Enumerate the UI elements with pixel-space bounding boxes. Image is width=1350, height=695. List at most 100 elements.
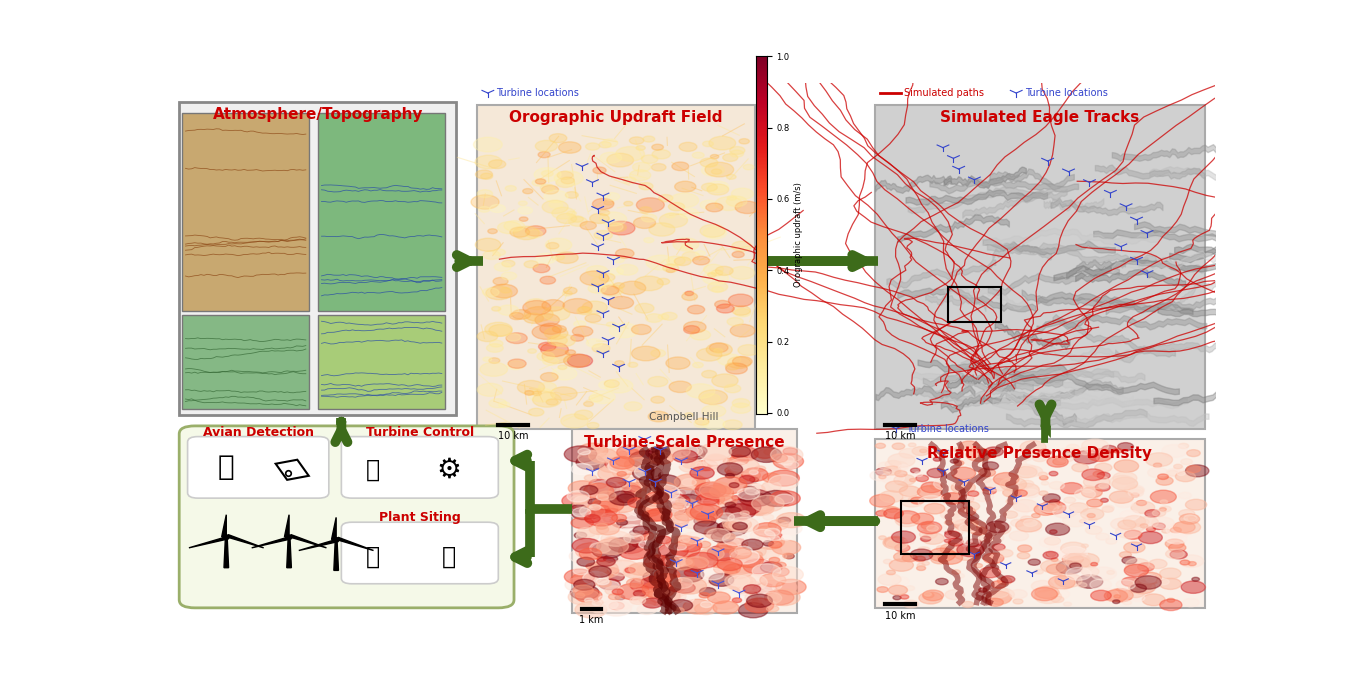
Circle shape <box>1056 561 1083 574</box>
Circle shape <box>699 548 732 565</box>
Circle shape <box>590 391 616 404</box>
Text: 10 km: 10 km <box>884 610 915 621</box>
Circle shape <box>617 494 634 502</box>
Circle shape <box>597 578 609 584</box>
Circle shape <box>1098 472 1110 479</box>
Circle shape <box>725 518 752 531</box>
Circle shape <box>558 171 572 179</box>
Circle shape <box>697 493 720 505</box>
Circle shape <box>1072 553 1099 567</box>
Circle shape <box>572 567 589 575</box>
Circle shape <box>1017 553 1030 559</box>
Circle shape <box>618 490 641 501</box>
Circle shape <box>688 566 697 571</box>
Circle shape <box>563 291 572 296</box>
Circle shape <box>952 467 976 480</box>
Circle shape <box>1126 558 1149 571</box>
Circle shape <box>624 202 633 206</box>
Circle shape <box>1073 507 1083 512</box>
Circle shape <box>1165 549 1184 559</box>
Circle shape <box>918 547 930 553</box>
Circle shape <box>567 354 593 367</box>
Circle shape <box>1058 448 1072 455</box>
Circle shape <box>721 571 738 580</box>
Circle shape <box>756 494 765 499</box>
Circle shape <box>695 251 705 256</box>
Circle shape <box>633 466 663 481</box>
Circle shape <box>605 193 620 200</box>
Circle shape <box>763 514 774 520</box>
Circle shape <box>624 493 641 501</box>
Circle shape <box>1064 553 1091 567</box>
Circle shape <box>535 167 562 181</box>
Circle shape <box>622 556 641 566</box>
FancyBboxPatch shape <box>180 426 514 608</box>
Circle shape <box>483 357 491 361</box>
Circle shape <box>694 500 718 512</box>
Circle shape <box>1188 562 1196 566</box>
Circle shape <box>580 271 609 286</box>
Circle shape <box>784 461 799 468</box>
Circle shape <box>617 264 637 275</box>
Circle shape <box>598 381 614 389</box>
FancyBboxPatch shape <box>571 429 796 613</box>
Circle shape <box>763 473 780 482</box>
Circle shape <box>655 505 678 516</box>
Circle shape <box>536 253 556 263</box>
Circle shape <box>725 543 743 552</box>
Circle shape <box>1061 542 1085 555</box>
Circle shape <box>894 475 915 485</box>
Circle shape <box>332 538 340 541</box>
Circle shape <box>568 589 599 605</box>
Circle shape <box>768 589 801 605</box>
Circle shape <box>960 493 977 502</box>
Circle shape <box>652 163 666 171</box>
Circle shape <box>671 514 687 523</box>
Circle shape <box>945 590 965 600</box>
Circle shape <box>697 578 707 584</box>
Circle shape <box>560 414 589 428</box>
Circle shape <box>585 475 597 481</box>
Circle shape <box>1031 580 1053 592</box>
Circle shape <box>744 584 760 594</box>
Circle shape <box>761 491 792 507</box>
Circle shape <box>691 461 710 471</box>
Circle shape <box>753 583 776 595</box>
Circle shape <box>1069 502 1088 512</box>
Circle shape <box>674 238 699 251</box>
Polygon shape <box>332 517 336 539</box>
Circle shape <box>1122 577 1139 587</box>
Circle shape <box>660 556 680 566</box>
Circle shape <box>958 523 976 532</box>
Circle shape <box>983 553 1004 564</box>
Circle shape <box>895 544 910 552</box>
Circle shape <box>764 528 780 536</box>
Circle shape <box>987 534 1004 542</box>
Circle shape <box>477 331 498 342</box>
Circle shape <box>1129 486 1143 494</box>
Circle shape <box>672 450 698 463</box>
Circle shape <box>591 543 622 558</box>
Circle shape <box>657 575 688 591</box>
Text: Turbine Control: Turbine Control <box>366 426 474 439</box>
Circle shape <box>717 558 742 571</box>
Text: Turbine locations: Turbine locations <box>906 423 990 434</box>
Circle shape <box>601 513 622 524</box>
Circle shape <box>682 559 693 565</box>
FancyBboxPatch shape <box>319 315 446 409</box>
Circle shape <box>1040 491 1048 496</box>
Circle shape <box>593 167 606 174</box>
Circle shape <box>598 210 610 215</box>
Circle shape <box>1077 582 1087 587</box>
Circle shape <box>994 473 1019 486</box>
Circle shape <box>1091 590 1111 600</box>
Circle shape <box>914 472 923 477</box>
Circle shape <box>578 450 606 465</box>
Circle shape <box>729 575 749 587</box>
Circle shape <box>645 313 663 322</box>
Circle shape <box>1089 579 1111 590</box>
Circle shape <box>1021 480 1034 487</box>
Circle shape <box>1088 449 1112 461</box>
Circle shape <box>479 206 490 212</box>
Circle shape <box>702 405 726 417</box>
